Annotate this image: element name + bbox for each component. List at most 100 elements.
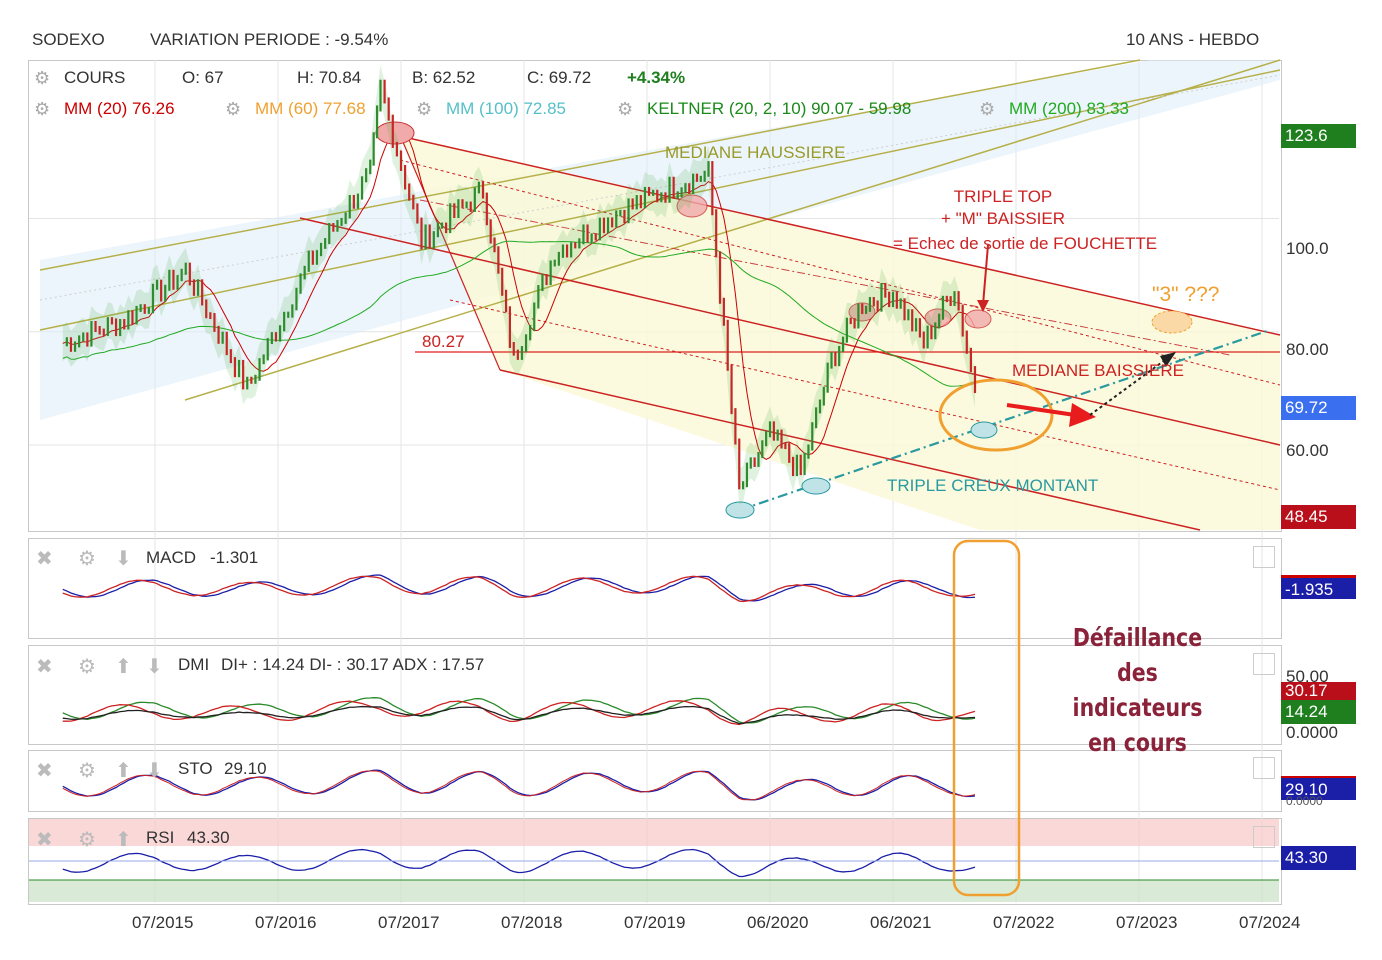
three-annotation: "3" ??? [1152, 283, 1220, 306]
low-value: B: 62.52 [412, 68, 476, 87]
dmi-tick-0: 0.0000 [1286, 723, 1338, 742]
sto-down-icon[interactable]: ⬇ [146, 760, 163, 782]
keltner-gear-icon[interactable]: ⚙ [617, 99, 634, 119]
rsi-close-icon[interactable]: ✖ [36, 829, 53, 851]
range-label[interactable]: 10 ANS - HEBDO [1126, 30, 1260, 49]
cours-gear-icon[interactable]: ⚙ [34, 68, 51, 88]
ytick-80: 80.00 [1286, 340, 1329, 359]
xtick-2: 07/2017 [378, 913, 440, 932]
dmi-badge-plus: 14.24 [1281, 700, 1356, 724]
mediane-haussiere-label: MEDIANE HAUSSIERE [665, 143, 846, 162]
rsi-value: 43.30 [187, 828, 230, 847]
dmi-close-icon[interactable]: ✖ [36, 656, 53, 678]
macd-checkbox[interactable] [1253, 546, 1275, 568]
period-variation: VARIATION PERIODE : -9.54% [150, 30, 389, 49]
macd-down-icon[interactable]: ⬇ [115, 548, 132, 570]
indicator-line [62, 769, 976, 801]
mm200-label: MM (200) 83.33 [1009, 99, 1129, 118]
mediane-baissiere-label: MEDIANE BAISSIERE [1012, 361, 1184, 380]
open-value: O: 67 [182, 68, 224, 87]
rsi-overbought-zone [29, 819, 1279, 846]
dmi-value: DI+ : 14.24 DI- : 30.17 ADX : 17.57 [221, 655, 485, 674]
dmi-badge-minus: 30.17 [1281, 682, 1356, 700]
indicator-line [62, 575, 976, 603]
rsi-badge: 43.30 [1281, 846, 1356, 870]
mm200-gear-icon[interactable]: ⚙ [979, 99, 996, 119]
xtick-9: 07/2024 [1239, 913, 1301, 932]
dmi-panel [28, 645, 1282, 745]
sto-up-icon[interactable]: ⬆ [115, 760, 132, 782]
macd-gear-icon[interactable]: ⚙ [78, 548, 96, 570]
mm60-gear-icon[interactable]: ⚙ [225, 99, 242, 119]
level-label: 80.27 [422, 332, 465, 351]
sto-tick-0: 0.0000 [1286, 794, 1323, 808]
sto-panel [28, 750, 1282, 812]
current-zone-circle [938, 378, 1054, 452]
rsi-label: RSI [146, 828, 175, 847]
mm20-label: MM (20) 76.26 [64, 99, 175, 118]
indicator-failure-frame [952, 539, 1021, 897]
ticker-label: SODEXO [32, 30, 105, 49]
xtick-4: 07/2019 [624, 913, 686, 932]
mm100-label: MM (100) 72.85 [446, 99, 566, 118]
sto-value: 29.10 [224, 759, 267, 778]
low-badge: 48.45 [1281, 505, 1356, 529]
keltner-label: KELTNER (20, 2, 10) 90.07 - 59.98 [647, 99, 912, 118]
trough-marker-1 [725, 501, 755, 519]
sto-gear-icon[interactable]: ⚙ [78, 760, 96, 782]
indicator-failure-note: Défaillance des indicateurs en cours [1066, 620, 1210, 760]
red-arrow [1069, 403, 1096, 427]
dmi-label: DMI [178, 655, 210, 674]
xtick-3: 07/2018 [501, 913, 563, 932]
ytick-60: 60.00 [1286, 441, 1329, 460]
sto-close-icon[interactable]: ✖ [36, 760, 53, 782]
xtick-6: 06/2021 [870, 913, 932, 932]
sto-label: STO [178, 759, 213, 778]
xtick-7: 07/2022 [993, 913, 1055, 932]
indicator-line [62, 848, 976, 878]
top-marker-2 [676, 194, 708, 218]
dmi-down-icon[interactable]: ⬇ [146, 656, 163, 678]
mm100-gear-icon[interactable]: ⚙ [416, 99, 433, 119]
dmi-gear-icon[interactable]: ⚙ [78, 656, 96, 678]
dmi-up-icon[interactable]: ⬆ [115, 656, 132, 678]
trough-marker-3 [970, 421, 998, 439]
triple-top-annotation: TRIPLE TOP + "M" BAISSIER [893, 186, 1113, 230]
rsi-gear-icon[interactable]: ⚙ [78, 829, 96, 851]
macd-badge: -1.935 [1281, 575, 1356, 599]
three-marker [1151, 310, 1193, 334]
last-price-badge: 69.72 [1281, 396, 1356, 420]
triple-top-line2: + "M" BAISSIER [940, 209, 1066, 228]
dmi-tick-50: 50.00 [1286, 667, 1329, 686]
change-value: +4.34% [627, 68, 686, 87]
triple-top-line3: = Echec de sortie de FOUCHETTE [893, 234, 1158, 253]
xtick-5: 06/2020 [747, 913, 809, 932]
mm60-label: MM (60) 77.68 [255, 99, 366, 118]
macd-panel [28, 538, 1282, 639]
rsi-oversold-zone [29, 880, 1279, 902]
macd-value: -1.301 [210, 548, 259, 567]
dmi-checkbox[interactable] [1253, 653, 1275, 675]
triple-creux-label: TRIPLE CREUX MONTANT [887, 476, 1099, 495]
rsi-checkbox[interactable] [1253, 826, 1275, 848]
trough-marker-2 [801, 477, 831, 495]
high-badge: 123.6 [1281, 124, 1356, 148]
macd-close-icon[interactable]: ✖ [36, 548, 53, 570]
ytick-100: 100.0 [1286, 239, 1329, 258]
cours-label: COURS [64, 68, 126, 87]
note-line2: des [1117, 658, 1158, 687]
xtick-0: 07/2015 [132, 913, 194, 932]
note-line3: indicateurs [1072, 693, 1203, 722]
sto-badge: 29.10 [1281, 776, 1356, 800]
indicator-line [62, 770, 976, 801]
indicator-line [62, 574, 976, 602]
xtick-1: 07/2016 [255, 913, 317, 932]
sto-checkbox[interactable] [1253, 757, 1275, 779]
close-value: C: 69.72 [527, 68, 592, 87]
indicator-line [62, 705, 976, 725]
mm20-gear-icon[interactable]: ⚙ [34, 99, 51, 119]
triple-top-line1: TRIPLE TOP [953, 187, 1053, 206]
rsi-up-icon[interactable]: ⬆ [115, 829, 132, 851]
note-line4: en cours [1088, 728, 1187, 757]
